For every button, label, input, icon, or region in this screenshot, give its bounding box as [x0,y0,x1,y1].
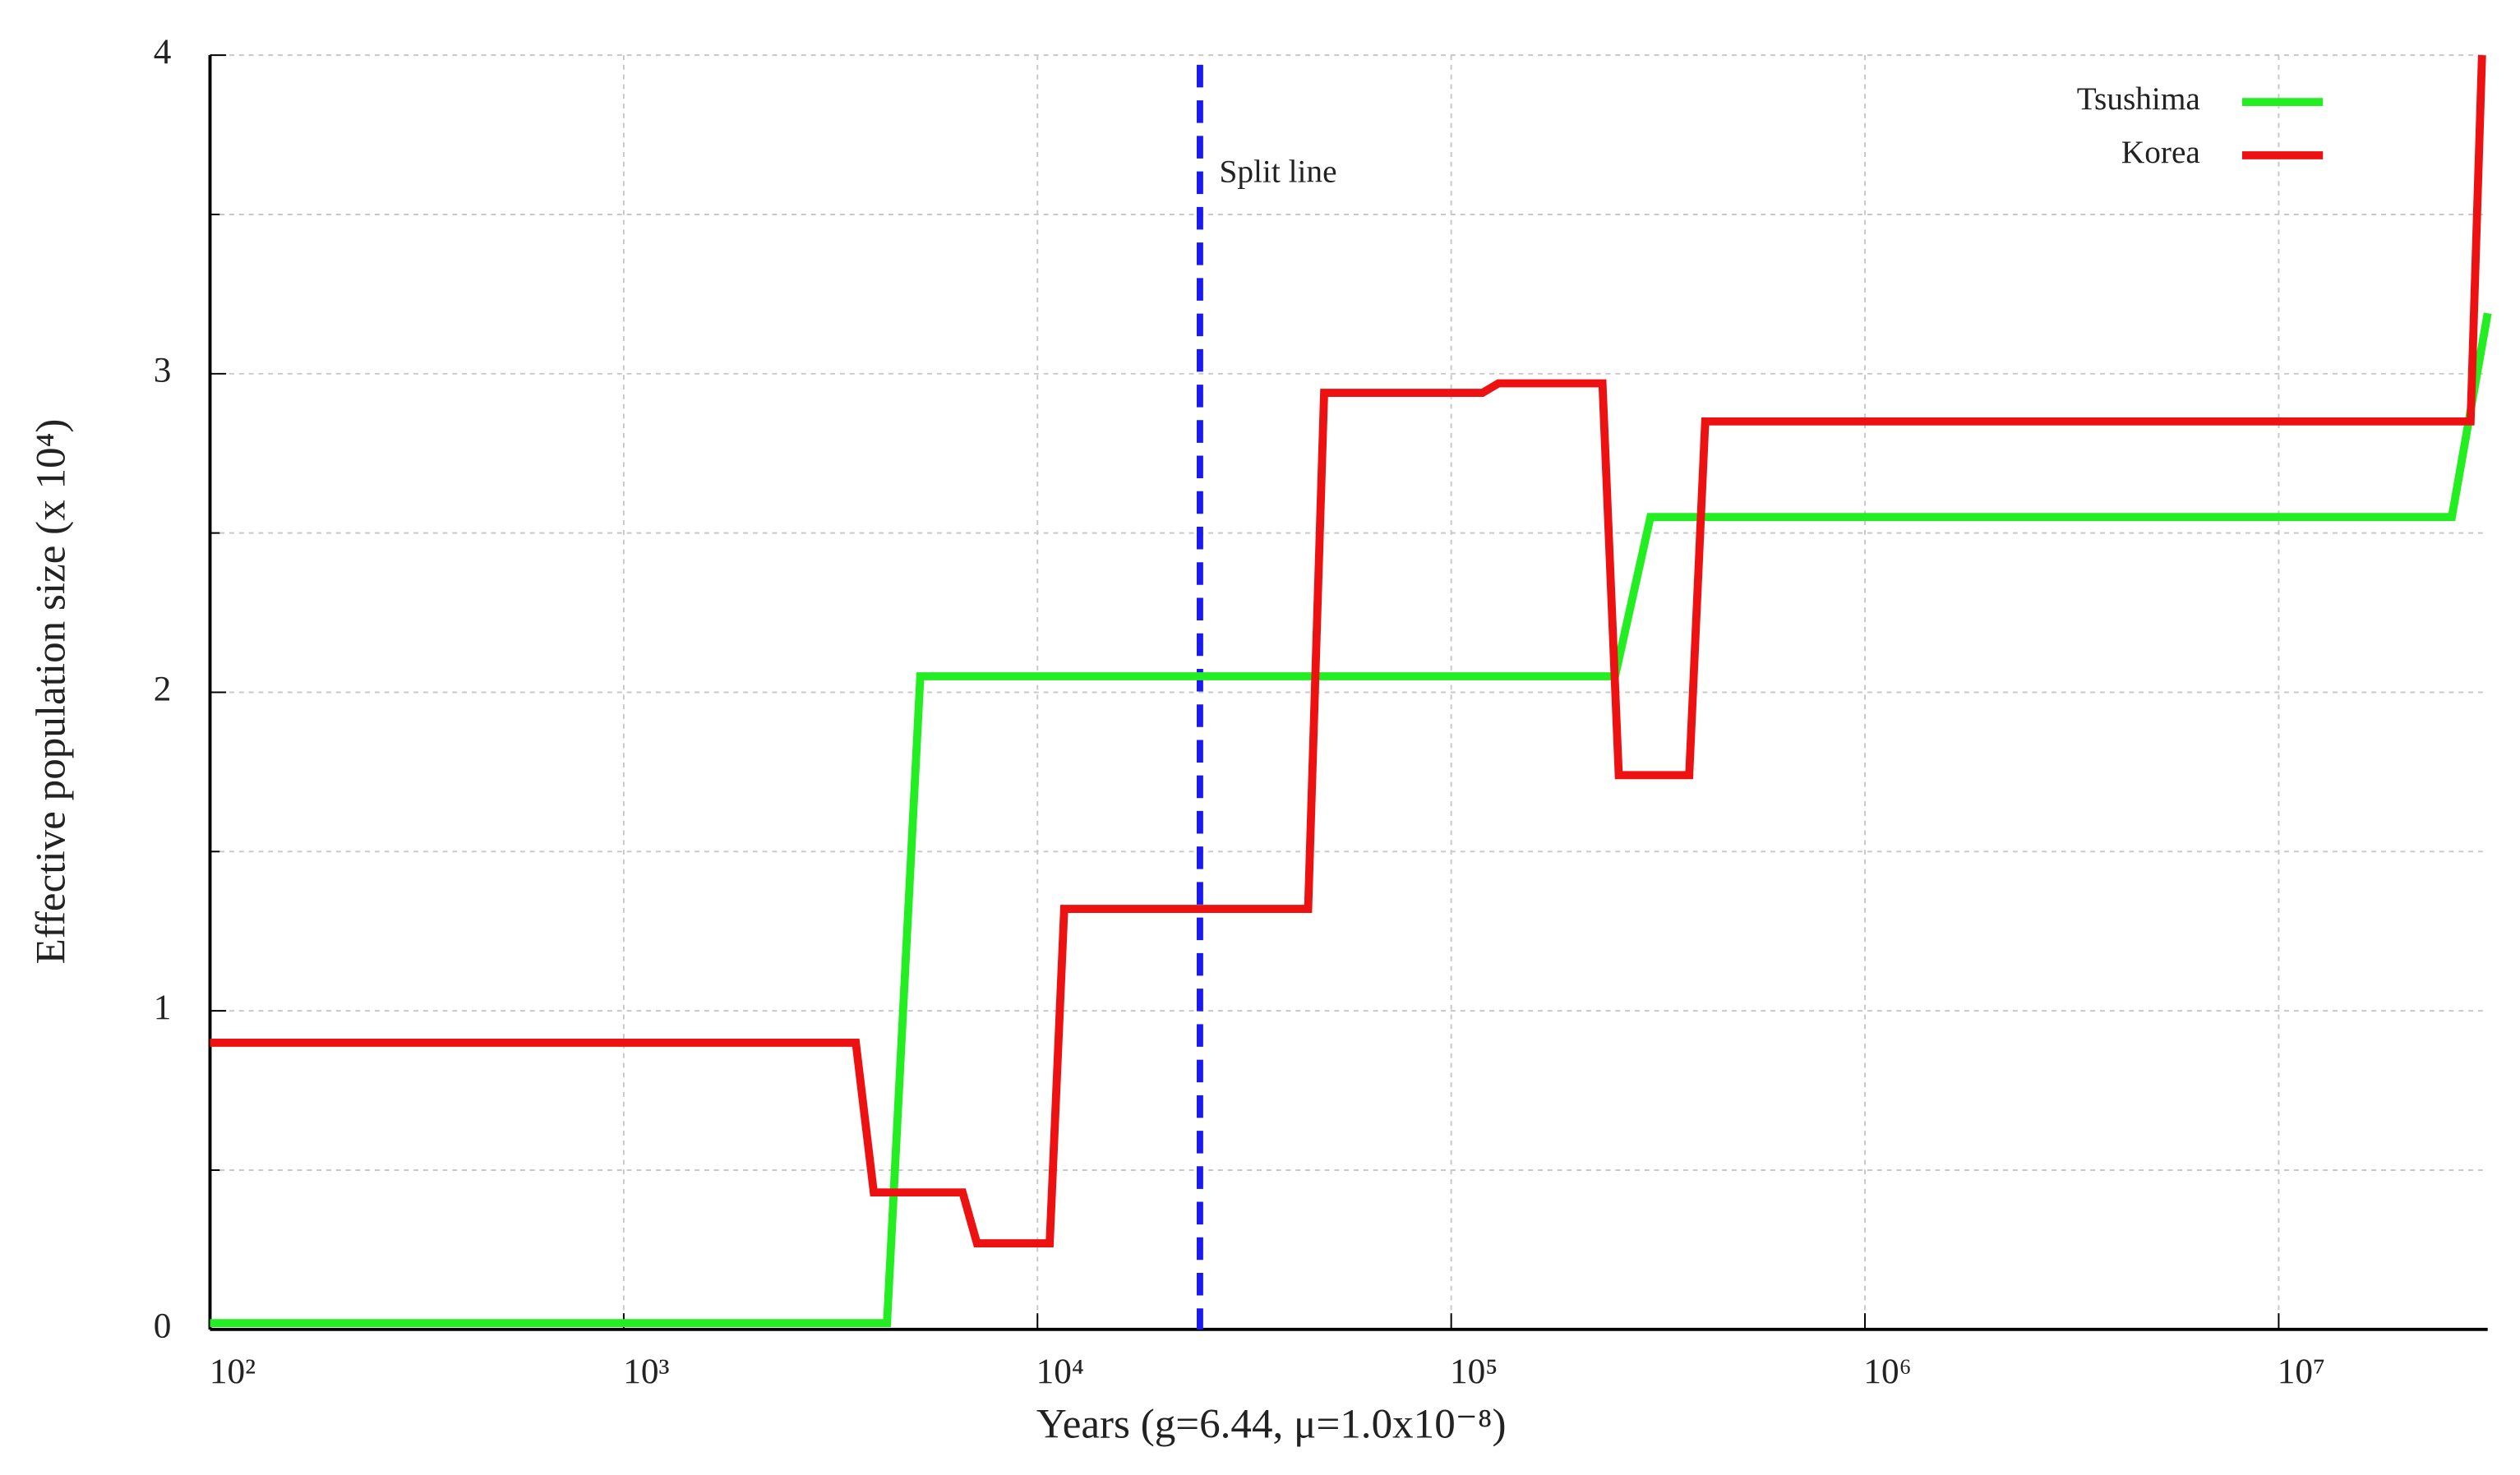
series-line [210,312,2492,1328]
x-tick-label: 10⁴ [1036,1352,1084,1391]
y-tick-label: 3 [154,351,172,390]
x-tick-label: 10³ [623,1352,669,1391]
split-line-label: Split line [1220,154,1337,190]
series-line [210,54,2486,1247]
x-axis-label: Years (g=6.44, μ=1.0x10⁻⁸) [1036,1400,1507,1447]
y-axis-label: Effective population size (x 10⁴) [28,419,75,965]
x-tick-label: 10⁶ [1863,1352,1911,1391]
y-tick-label: 2 [154,669,172,708]
x-tick-label: 10⁷ [2278,1352,2325,1391]
legend-label: Korea [2121,134,2200,170]
y-tick-label: 0 [154,1307,172,1346]
y-tick-label: 1 [154,988,172,1027]
x-tick-label: 10⁵ [1450,1352,1498,1391]
x-tick-label: 10² [210,1352,256,1391]
legend-label: Tsushima [2077,81,2200,117]
y-tick-label: 4 [154,32,172,71]
